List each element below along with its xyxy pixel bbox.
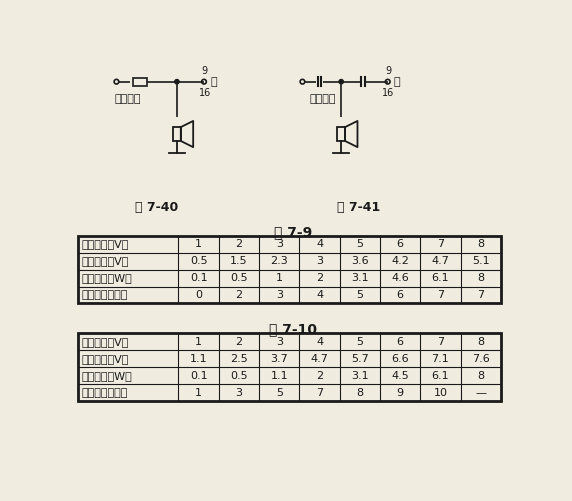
- Text: 功放输出: 功放输出: [114, 94, 141, 104]
- Text: 3: 3: [276, 290, 283, 300]
- Text: 点亮管数（只）: 点亮管数（只）: [82, 290, 128, 300]
- Text: 6: 6: [396, 239, 404, 249]
- Text: 7: 7: [437, 290, 444, 300]
- Text: 5: 5: [276, 388, 283, 398]
- Text: 8: 8: [356, 388, 363, 398]
- Text: 6: 6: [396, 290, 404, 300]
- Text: 4.6: 4.6: [391, 273, 409, 283]
- Text: 图 7-41: 图 7-41: [337, 201, 380, 214]
- Text: 表 7-10: 表 7-10: [269, 322, 317, 336]
- Text: 4: 4: [316, 239, 323, 249]
- Text: 1.1: 1.1: [271, 371, 288, 381]
- Text: 5: 5: [356, 337, 363, 347]
- Bar: [173, 127, 181, 141]
- Text: 1: 1: [195, 239, 202, 249]
- Text: 1.5: 1.5: [230, 256, 248, 266]
- Text: 4: 4: [316, 337, 323, 347]
- Text: 胸: 胸: [210, 77, 217, 87]
- Text: 7: 7: [437, 239, 444, 249]
- Text: 6.1: 6.1: [432, 371, 449, 381]
- Text: 交流电压（V）: 交流电压（V）: [82, 239, 129, 249]
- Text: 8: 8: [477, 273, 484, 283]
- Text: 表 7-9: 表 7-9: [274, 225, 312, 239]
- Text: 7.1: 7.1: [431, 354, 449, 364]
- Text: 9: 9: [386, 66, 392, 76]
- Text: 1: 1: [276, 273, 283, 283]
- Text: 6.1: 6.1: [432, 273, 449, 283]
- Text: 直流电压（V）: 直流电压（V）: [82, 256, 129, 266]
- Text: —: —: [475, 388, 486, 398]
- Text: 5.1: 5.1: [472, 256, 490, 266]
- Text: 点亮管数（只）: 点亮管数（只）: [82, 388, 128, 398]
- Text: 7: 7: [477, 290, 484, 300]
- Text: 0: 0: [195, 290, 202, 300]
- Text: 8: 8: [477, 239, 484, 249]
- Text: 对应功率（W）: 对应功率（W）: [82, 371, 132, 381]
- Text: 4.7: 4.7: [311, 354, 328, 364]
- Text: 3: 3: [276, 337, 283, 347]
- Text: 3: 3: [276, 239, 283, 249]
- Text: 3.1: 3.1: [351, 273, 368, 283]
- Text: 2: 2: [235, 337, 243, 347]
- Text: 0.5: 0.5: [190, 256, 208, 266]
- Text: 1: 1: [195, 388, 202, 398]
- Text: 2: 2: [316, 273, 323, 283]
- Text: 直流电压（V）: 直流电压（V）: [82, 354, 129, 364]
- Text: 交流电压（V）: 交流电压（V）: [82, 337, 129, 347]
- Text: 胸: 胸: [394, 77, 400, 87]
- Text: 5: 5: [356, 239, 363, 249]
- Circle shape: [339, 80, 343, 84]
- Text: 4.2: 4.2: [391, 256, 409, 266]
- Text: 2: 2: [235, 239, 243, 249]
- Text: 16: 16: [382, 88, 395, 98]
- Text: 0.5: 0.5: [230, 273, 248, 283]
- Text: 7.6: 7.6: [472, 354, 490, 364]
- Text: 5.7: 5.7: [351, 354, 369, 364]
- Text: 3: 3: [316, 256, 323, 266]
- Text: 0.5: 0.5: [230, 371, 248, 381]
- Text: 对应功率（W）: 对应功率（W）: [82, 273, 132, 283]
- Text: 4: 4: [316, 290, 323, 300]
- Text: 2.5: 2.5: [230, 354, 248, 364]
- Text: 2: 2: [316, 371, 323, 381]
- Text: 1: 1: [195, 337, 202, 347]
- Text: 5: 5: [356, 290, 363, 300]
- Text: 3.6: 3.6: [351, 256, 368, 266]
- Text: 8: 8: [477, 371, 484, 381]
- Text: 10: 10: [434, 388, 447, 398]
- Text: 6.6: 6.6: [391, 354, 409, 364]
- Text: 0.1: 0.1: [190, 371, 208, 381]
- Text: 1.1: 1.1: [190, 354, 208, 364]
- Text: 3.1: 3.1: [351, 371, 368, 381]
- Text: 6: 6: [396, 337, 404, 347]
- Text: 8: 8: [477, 337, 484, 347]
- Text: 4.5: 4.5: [391, 371, 409, 381]
- Bar: [337, 127, 345, 141]
- Text: 9: 9: [396, 388, 404, 398]
- Text: 4.7: 4.7: [431, 256, 450, 266]
- Circle shape: [174, 80, 179, 84]
- Text: 0.1: 0.1: [190, 273, 208, 283]
- Text: 9: 9: [202, 66, 208, 76]
- Text: 3: 3: [236, 388, 243, 398]
- Bar: [133, 78, 146, 86]
- Bar: [78, 334, 501, 401]
- Text: 图 7-40: 图 7-40: [135, 201, 178, 214]
- Text: 7: 7: [316, 388, 323, 398]
- Text: 16: 16: [198, 88, 211, 98]
- Text: 7: 7: [437, 337, 444, 347]
- Text: 3.7: 3.7: [271, 354, 288, 364]
- Bar: [78, 235, 501, 304]
- Text: 功放输出: 功放输出: [309, 94, 336, 104]
- Text: 2.3: 2.3: [271, 256, 288, 266]
- Text: 2: 2: [235, 290, 243, 300]
